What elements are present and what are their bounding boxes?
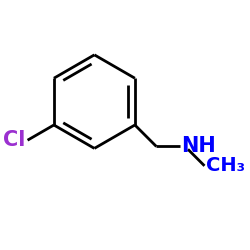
- Text: NH: NH: [181, 136, 216, 156]
- Text: CH₃: CH₃: [206, 156, 245, 175]
- Text: Cl: Cl: [3, 130, 25, 150]
